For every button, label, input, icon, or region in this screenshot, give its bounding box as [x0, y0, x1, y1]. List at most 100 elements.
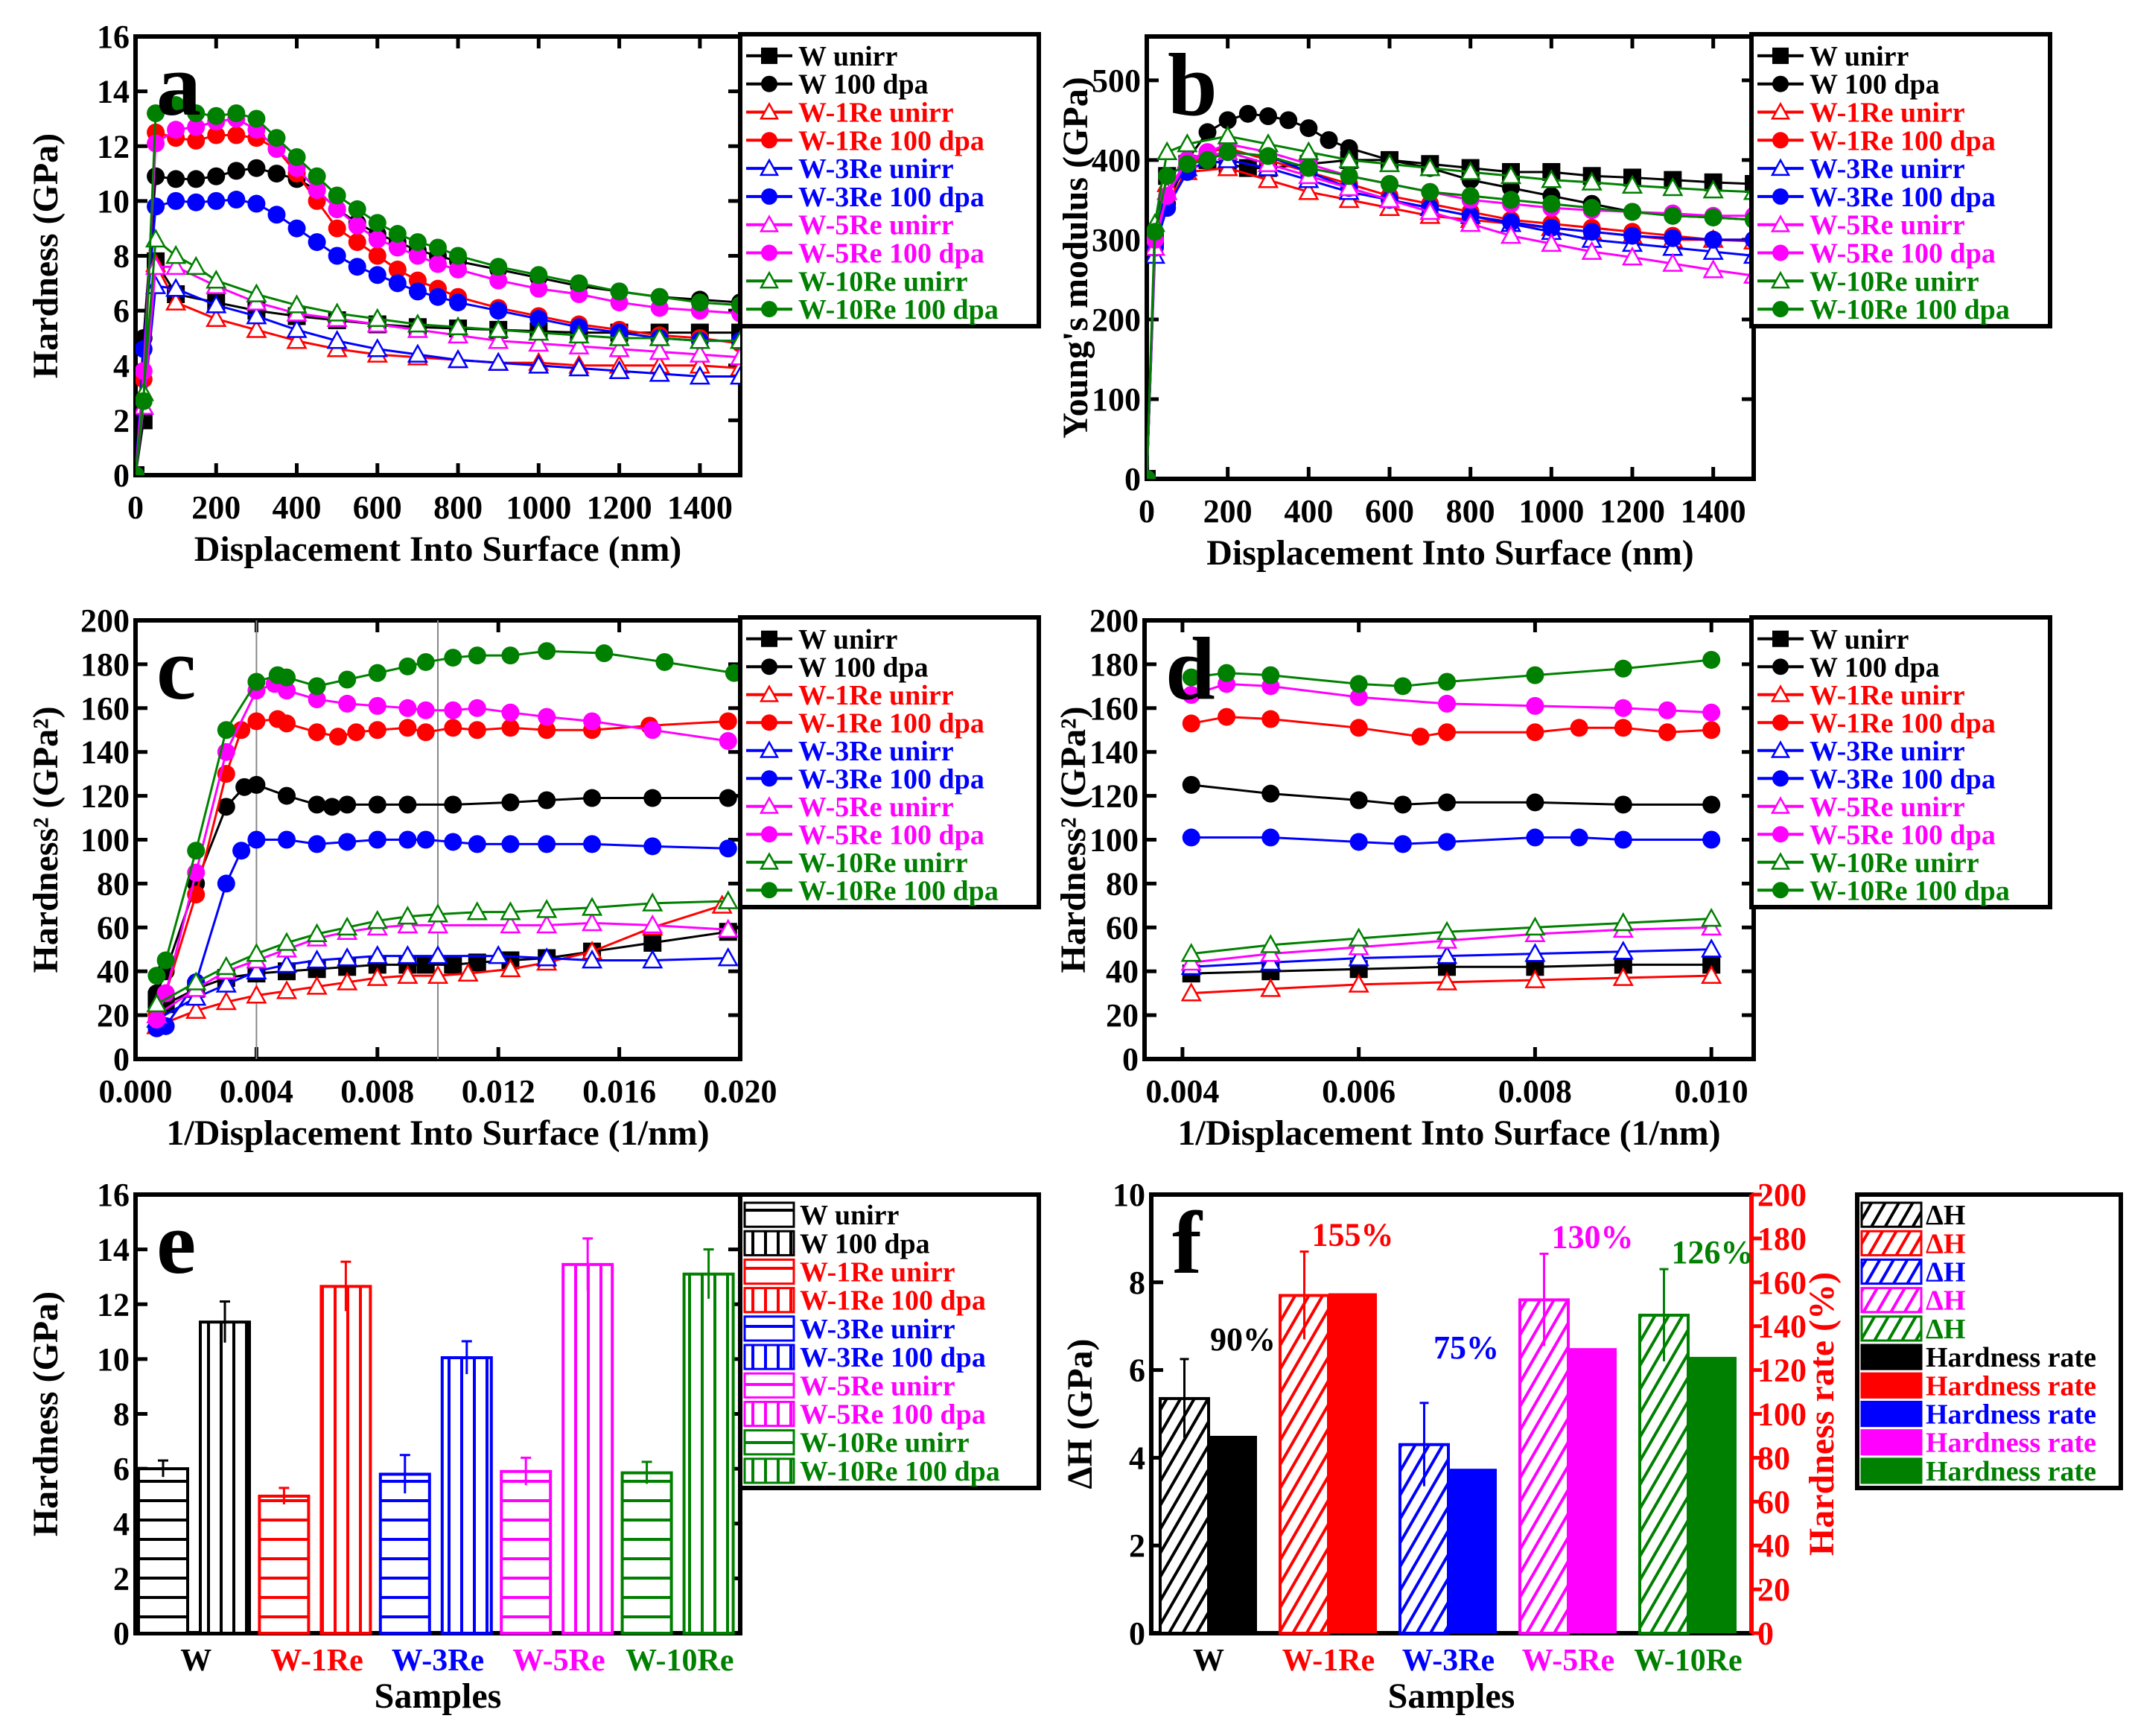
- data-point-triangle: [1257, 169, 1279, 188]
- data-point-circle: [1582, 223, 1601, 241]
- data-label: 126%: [1672, 1234, 1754, 1271]
- legend-label: W-1Re 100 dpa: [798, 125, 984, 156]
- data-point-circle: [529, 310, 548, 328]
- data-point-triangle: [326, 330, 348, 349]
- category-label: W-1Re: [1282, 1644, 1375, 1678]
- data-point-triangle: [447, 316, 469, 336]
- legend-marker-circle: [761, 658, 777, 675]
- data-point-triangle: [215, 973, 237, 993]
- data-point-circle: [156, 951, 175, 970]
- y-tick-label: 0: [1124, 461, 1141, 497]
- data-point-triangle: [407, 343, 429, 363]
- data-point-circle: [1658, 723, 1676, 742]
- data-point-triangle: [427, 964, 449, 984]
- data-point-triangle: [185, 255, 207, 276]
- category-label: W: [1193, 1644, 1224, 1678]
- data-point-triangle: [306, 949, 328, 969]
- data-point-circle: [719, 789, 737, 807]
- data-point-circle: [1623, 203, 1641, 221]
- data-point-circle: [247, 775, 266, 794]
- data-point-circle: [1381, 175, 1398, 193]
- data-point-triangle: [528, 354, 550, 374]
- data-point-circle: [538, 791, 556, 810]
- data-point-circle: [719, 731, 737, 750]
- data-point-triangle: [1348, 973, 1369, 993]
- series-w-3re-100-dpa: [1182, 828, 1721, 853]
- series-line: [156, 900, 728, 1005]
- y-tick-label: 0: [113, 1041, 130, 1078]
- data-point-circle: [308, 677, 326, 696]
- legend-label: W-5Re unirr: [1810, 792, 1965, 823]
- legend-marker-triangle: [1770, 101, 1791, 120]
- data-point-circle: [1182, 714, 1200, 733]
- legend-label: W-5Re unirr: [798, 210, 954, 241]
- panel-letter: d: [1165, 619, 1215, 718]
- series-w-unirr: [1147, 150, 1754, 479]
- data-point-circle: [167, 121, 185, 139]
- legend-marker-circle: [761, 244, 777, 261]
- data-point-triangle: [642, 892, 663, 912]
- data-point-circle: [1261, 710, 1280, 728]
- series-w-3re-100-dpa: [147, 830, 737, 1037]
- data-point-circle: [444, 719, 462, 737]
- y-tick-label: 160: [80, 690, 130, 727]
- legend-label: W-1Re 100 dpa: [1810, 125, 1996, 156]
- data-point-triangle: [185, 971, 207, 991]
- data-point-circle: [583, 835, 602, 853]
- data-point-circle: [187, 131, 206, 150]
- data-point-circle: [416, 652, 435, 671]
- legend-label: W unirr: [1810, 624, 1909, 655]
- y-axis-title: Hardness² (GPa²): [26, 706, 66, 973]
- data-point-circle: [368, 214, 386, 232]
- y-tick-label: 80: [1106, 865, 1139, 902]
- data-point-circle: [1411, 728, 1430, 746]
- data-point-triangle: [1541, 232, 1562, 252]
- data-point-triangle: [286, 319, 308, 338]
- data-point-circle: [1299, 119, 1318, 138]
- data-point-circle: [187, 842, 206, 860]
- data-point-circle: [538, 835, 556, 853]
- data-point-circle: [501, 703, 520, 722]
- data-point-triangle: [488, 330, 509, 349]
- data-point-circle: [167, 170, 185, 188]
- data-point-circle: [1614, 719, 1632, 737]
- data-point-triangle: [366, 338, 388, 357]
- bar: [137, 1467, 189, 1635]
- legend-label: W 100 dpa: [1810, 69, 1940, 101]
- data-point-triangle: [1419, 200, 1441, 220]
- data-point-triangle: [649, 363, 670, 382]
- data-point-circle: [643, 789, 662, 807]
- data-point-triangle: [500, 901, 521, 921]
- plot-area: [146, 642, 740, 1037]
- data-point-circle: [398, 795, 417, 814]
- legend-label: W 100 dpa: [800, 1228, 930, 1259]
- data-point-circle: [388, 238, 407, 257]
- data-point-triangle: [427, 945, 449, 964]
- y-tick-label: 300: [1092, 222, 1141, 258]
- legend-swatch: [1860, 1201, 1923, 1228]
- y-tick-label: 140: [80, 734, 130, 771]
- data-point-circle: [338, 833, 357, 851]
- data-point-circle: [468, 699, 486, 717]
- data-point-circle: [217, 798, 235, 816]
- data-label: 75%: [1433, 1329, 1499, 1366]
- data-point-circle: [308, 723, 326, 742]
- data-point-circle: [1702, 795, 1721, 814]
- legend-label: W-10Re 100 dpa: [1810, 294, 2010, 325]
- legend-label: W unirr: [798, 41, 898, 72]
- legend-swatch: [1860, 1344, 1923, 1370]
- series-w-10re-unirr: [136, 228, 740, 475]
- data-point-triangle: [1702, 259, 1724, 279]
- data-point-triangle: [165, 244, 187, 264]
- data-point-circle: [338, 670, 357, 689]
- data-point-circle: [348, 200, 366, 218]
- data-point-triangle: [1298, 181, 1320, 200]
- data-point-triangle: [1348, 927, 1369, 947]
- data-point-triangle: [642, 914, 663, 934]
- data-point-circle: [1526, 793, 1544, 812]
- legend-label: W-10Re unirr: [798, 848, 968, 879]
- data-point-circle: [1702, 703, 1721, 722]
- data-point-circle: [1542, 194, 1561, 213]
